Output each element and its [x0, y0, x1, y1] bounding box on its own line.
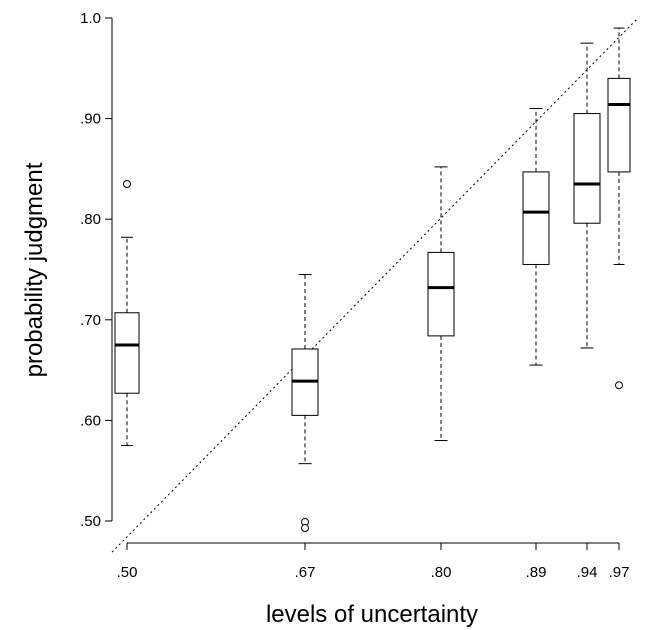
- x-tick-label: .50: [117, 564, 138, 581]
- outlier-point: [123, 179, 131, 188]
- box-group: [291, 274, 319, 533]
- y-tick-label: .60: [80, 412, 101, 429]
- x-tick-label: .94: [577, 564, 598, 581]
- outlier-point: [615, 381, 623, 390]
- y-tick-label: .50: [80, 513, 101, 530]
- box-iqr: [427, 251, 455, 337]
- y-tick-label: .90: [80, 111, 101, 128]
- y-tick-label: 1.0: [80, 10, 101, 27]
- x-axis-ticks: .50 .67 .80 .89 .94 .97: [117, 543, 630, 581]
- y-tick-label: .70: [80, 312, 101, 329]
- box-iqr: [114, 312, 140, 394]
- box-group: [114, 179, 140, 447]
- y-axis-title: probability judgment: [21, 162, 48, 377]
- y-tick-label: .80: [80, 211, 101, 228]
- box-group: [522, 108, 550, 366]
- box-group: [573, 42, 601, 349]
- x-axis-title: levels of uncertainty: [266, 601, 478, 628]
- box-group: [607, 27, 631, 390]
- x-tick-label: .80: [431, 564, 452, 581]
- box-iqr: [607, 77, 631, 173]
- x-tick-label: .89: [526, 564, 547, 581]
- box-group: [427, 166, 455, 442]
- x-tick-label: .97: [609, 564, 630, 581]
- box-iqr: [573, 113, 601, 224]
- outlier-point: [301, 524, 309, 533]
- reference-diagonal-line: [111, 17, 639, 553]
- box-iqr: [522, 171, 550, 265]
- plot-area: [111, 17, 639, 553]
- x-tick-label: .67: [295, 564, 316, 581]
- axes: .50 .60 .70 .80 .90 1.0 .50 .67 .80 .89 .94 .97: [80, 10, 629, 581]
- y-axis-ticks: .50 .60 .70 .80 .90 1.0: [80, 10, 112, 530]
